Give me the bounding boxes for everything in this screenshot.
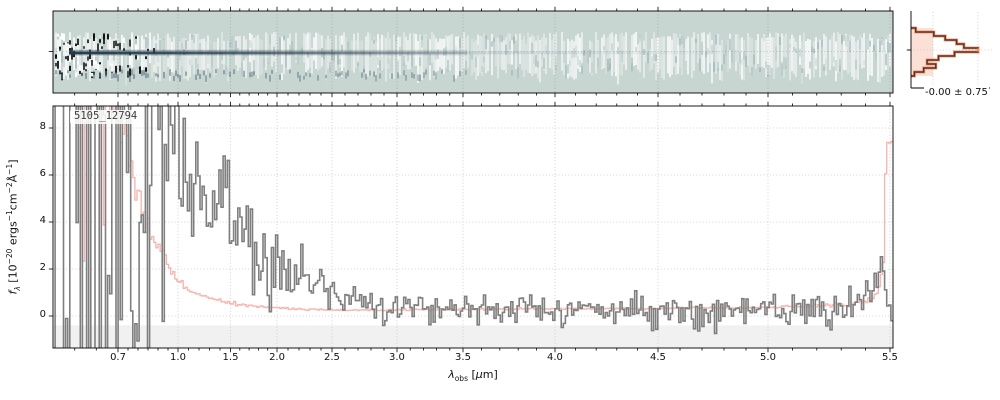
x-tick-label: 4.0 bbox=[547, 352, 563, 363]
x-tick-label: 1.5 bbox=[222, 352, 239, 363]
hist-step bbox=[911, 27, 979, 77]
x-axis-title: λobs [μm] bbox=[448, 368, 498, 384]
y-tick-label: 8 bbox=[39, 121, 46, 132]
twod-spectrum-panel bbox=[48, 6, 894, 98]
x-tick-label: 1.0 bbox=[170, 352, 186, 363]
x-tick-label: 2.0 bbox=[269, 352, 285, 363]
x-tick-label: 4.5 bbox=[650, 352, 666, 363]
twod-noise-image bbox=[55, 32, 891, 86]
hist-peak-marker bbox=[976, 48, 980, 52]
x-tick-label: 0.7 bbox=[110, 352, 126, 363]
histogram-stat-label: -0.00 ± 0.75 bbox=[924, 87, 989, 98]
flux-spectrum-panel bbox=[48, 101, 894, 353]
below-zero-shade bbox=[53, 325, 893, 348]
x-tick-label: 2.5 bbox=[324, 352, 340, 363]
y-tick-label: 0 bbox=[39, 309, 46, 320]
lambda-subscript: obs bbox=[454, 374, 468, 384]
hist-gridlines bbox=[911, 12, 993, 86]
y-axis-title: fλ [10−20 ergs−1cm−2Å−1] bbox=[4, 159, 22, 295]
flux-series bbox=[54, 106, 893, 348]
main-ticks bbox=[48, 101, 891, 353]
x-tick-label: 3.5 bbox=[455, 352, 471, 363]
residual-histogram-panel bbox=[906, 11, 993, 89]
source-id-label: 5105_12794 bbox=[70, 110, 142, 124]
twod-gridlines bbox=[53, 11, 893, 93]
y-tick-label: 6 bbox=[39, 168, 46, 179]
x-tick-label: 3.0 bbox=[389, 352, 405, 363]
y-tick-label: 4 bbox=[39, 215, 46, 226]
x-tick-label: 5.5 bbox=[882, 352, 898, 363]
twod-ticks bbox=[48, 6, 891, 98]
y-tick-label: 2 bbox=[39, 262, 46, 273]
lambda-symbol: λ bbox=[448, 368, 455, 381]
x-tick-label: 5.0 bbox=[760, 352, 776, 363]
